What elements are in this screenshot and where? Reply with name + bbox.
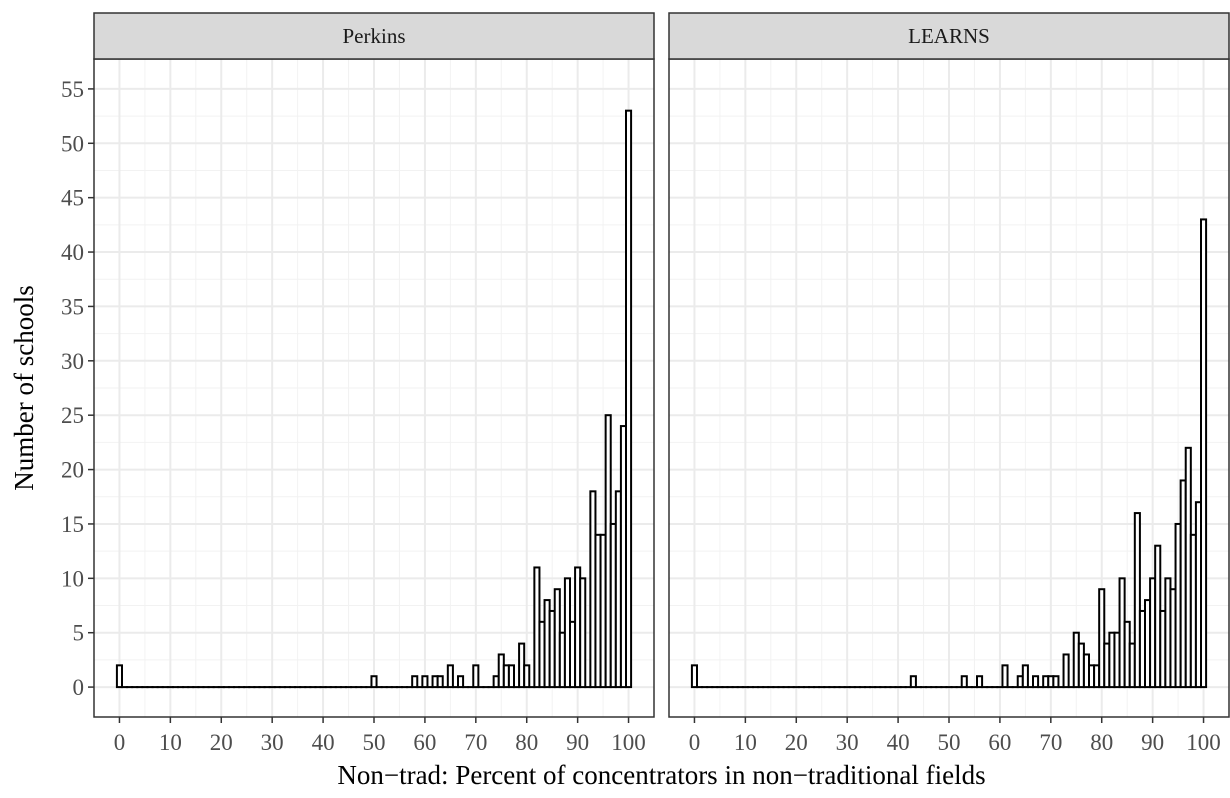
y-tick-label: 55 [61, 77, 84, 102]
y-tick-label: 50 [61, 131, 84, 156]
y-tick-label: 45 [61, 186, 84, 211]
x-tick-label: 100 [611, 730, 646, 755]
x-tick-label: 90 [566, 730, 589, 755]
y-tick-label: 25 [61, 403, 84, 428]
bar [626, 111, 631, 687]
x-tick-label: 50 [938, 730, 961, 755]
bar [692, 665, 697, 687]
x-tick-label: 60 [988, 730, 1011, 755]
bar [1023, 665, 1028, 687]
bar [580, 578, 585, 687]
panel-learns: LEARNS 0 10 20 30 40 50 60 70 80 90 100 [669, 13, 1229, 755]
x-tick-label: 50 [363, 730, 386, 755]
x-tick-label: 40 [312, 730, 335, 755]
x-tick-label: 90 [1141, 730, 1164, 755]
x-tick-label: 20 [210, 730, 233, 755]
x-tick-label: 70 [464, 730, 487, 755]
facet-label: Perkins [343, 24, 406, 48]
y-tick-label: 15 [61, 512, 84, 537]
y-tick-label: 10 [61, 566, 84, 591]
facet-label: LEARNS [908, 24, 990, 48]
x-tick-label: 30 [261, 730, 284, 755]
y-tick-label: 35 [61, 294, 84, 319]
x-tick-label: 10 [734, 730, 757, 755]
y-axis-title: Number of schools [9, 285, 39, 490]
bar [911, 676, 916, 687]
bar [962, 676, 967, 687]
x-tick-label: 20 [785, 730, 808, 755]
x-tick-label: 0 [689, 730, 701, 755]
bar [1033, 676, 1038, 687]
x-tick-label: 70 [1039, 730, 1062, 755]
bar [412, 676, 417, 687]
bar [1064, 654, 1069, 687]
y-tick-label: 5 [73, 621, 85, 646]
bar [438, 676, 443, 687]
x-tick-label: 0 [114, 730, 126, 755]
y-tick-label: 30 [61, 349, 84, 374]
x-tick-label: 100 [1186, 730, 1221, 755]
bar [117, 665, 122, 687]
x-tick-label: 60 [413, 730, 436, 755]
x-tick-label: 40 [887, 730, 910, 755]
x-tick-label: 10 [159, 730, 182, 755]
bar [1002, 665, 1007, 687]
x-tick-label: 80 [515, 730, 538, 755]
y-tick-label: 0 [73, 675, 85, 700]
y-tick-label: 20 [61, 458, 84, 483]
bar [1201, 219, 1206, 687]
bar [977, 676, 982, 687]
x-tick-label: 30 [836, 730, 859, 755]
bar [509, 665, 514, 687]
panel-perkins: Perkins 0 10 20 30 40 50 60 70 80 90 100 0 5 10 15 20 25 3… [61, 13, 654, 755]
bar [422, 676, 427, 687]
y-tick-label: 40 [61, 240, 84, 265]
bar [473, 665, 478, 687]
bar [1053, 676, 1058, 687]
bar [448, 665, 453, 687]
bar [458, 676, 463, 687]
x-axis-title: Non−trad: Percent of concentrators in no… [337, 760, 985, 790]
bar [371, 676, 376, 687]
bar [524, 665, 529, 687]
x-tick-label: 80 [1090, 730, 1113, 755]
